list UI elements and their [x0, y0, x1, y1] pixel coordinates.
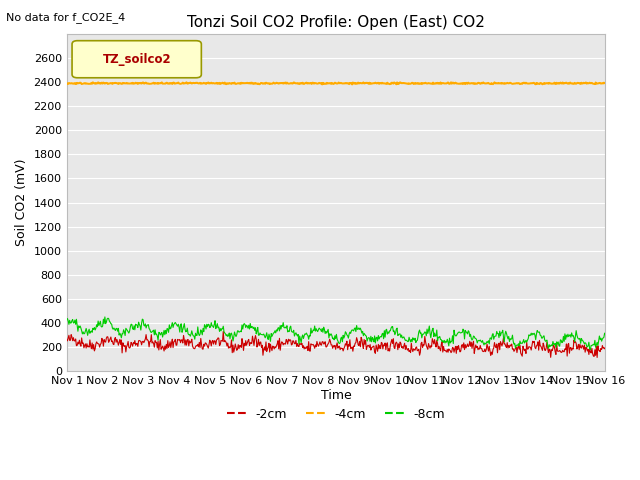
Text: No data for f_CO2E_4: No data for f_CO2E_4	[6, 12, 125, 23]
FancyBboxPatch shape	[72, 41, 202, 78]
Text: TZ_soilco2: TZ_soilco2	[102, 53, 171, 66]
Y-axis label: Soil CO2 (mV): Soil CO2 (mV)	[15, 159, 28, 246]
Title: Tonzi Soil CO2 Profile: Open (East) CO2: Tonzi Soil CO2 Profile: Open (East) CO2	[187, 15, 485, 30]
X-axis label: Time: Time	[321, 389, 351, 402]
Legend: -2cm, -4cm, -8cm: -2cm, -4cm, -8cm	[222, 403, 450, 426]
